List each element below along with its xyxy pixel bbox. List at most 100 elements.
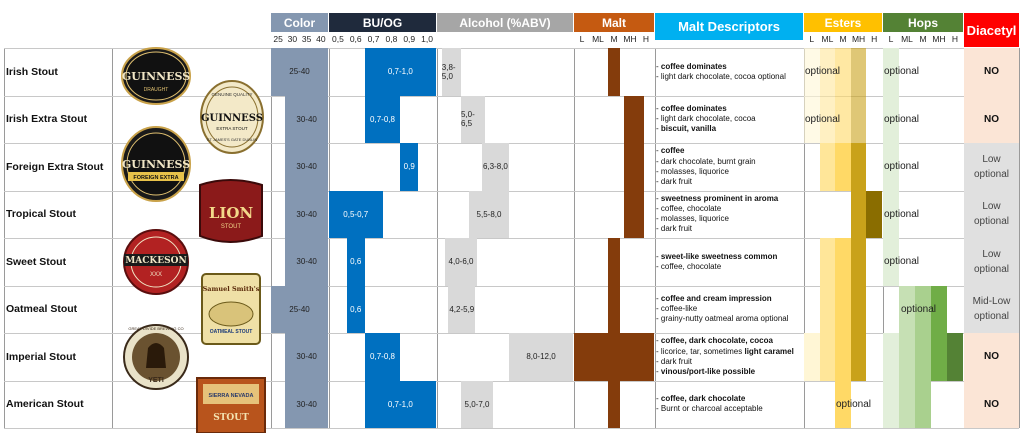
svg-text:GENUINE QUALITY: GENUINE QUALITY bbox=[211, 92, 252, 97]
grid-hline bbox=[4, 95, 1019, 97]
esters-bar bbox=[835, 380, 851, 428]
descriptor-line: - coffee, chocolate bbox=[656, 204, 722, 214]
descriptor-line: - dark fruit bbox=[656, 176, 693, 186]
color-label: 25-40 bbox=[289, 67, 310, 77]
malt-bar bbox=[608, 238, 620, 286]
malt-descriptors: - coffee and cream impression - coffee-li… bbox=[656, 286, 804, 334]
color-label: 25-40 bbox=[289, 304, 310, 314]
descriptor-line: - vinous/port-like possible bbox=[656, 366, 756, 376]
abv-label: 3,8-5,0 bbox=[441, 62, 456, 81]
diacetyl-value: Mid-Low optional bbox=[964, 285, 1019, 333]
grid-hline bbox=[4, 238, 1019, 239]
esters-label: optional bbox=[805, 113, 841, 125]
diacetyl-value: NO bbox=[964, 380, 1019, 428]
sub-esters-tick: L bbox=[809, 34, 815, 44]
esters-bar bbox=[819, 48, 836, 96]
hops-label: optional bbox=[884, 208, 920, 220]
diacetyl-value: NO bbox=[964, 48, 1019, 96]
sub-malt-tick: M bbox=[610, 34, 618, 44]
malt-bar bbox=[608, 380, 620, 428]
svg-text:GUINNESS: GUINNESS bbox=[122, 158, 190, 171]
descriptor-line: - grainy-nutty oatmeal aroma optional bbox=[656, 314, 789, 324]
svg-text:STOUT: STOUT bbox=[221, 224, 242, 230]
header-bu-og: BU/OG bbox=[329, 13, 436, 32]
style-name: American Stout bbox=[6, 398, 84, 411]
svg-text:MACKESON: MACKESON bbox=[125, 256, 186, 266]
abv-bar bbox=[461, 380, 493, 428]
sub-color-tick: 30 bbox=[287, 34, 298, 44]
malt-bar bbox=[624, 190, 644, 238]
abv-label: 5,0-7,0 bbox=[464, 399, 490, 409]
sub-bu-tick: 0,5 bbox=[332, 34, 344, 44]
descriptor-line: - light dark chocolate, cocoa bbox=[656, 114, 756, 124]
descriptor-line: - coffee and cream impression bbox=[656, 293, 772, 303]
sub-esters-tick: ML bbox=[821, 34, 834, 44]
diacetyl-value: NO bbox=[964, 333, 1019, 381]
style-name: Oatmeal Stout bbox=[6, 303, 78, 316]
malt-scale: L ML M MH H bbox=[574, 32, 654, 46]
esters-bar bbox=[850, 285, 867, 333]
sub-color-tick: 35 bbox=[301, 34, 312, 44]
bu-label: 0,9 bbox=[403, 162, 415, 172]
descriptor-line: - molasses, liquorice bbox=[656, 214, 729, 224]
esters-scale: L ML M MH H bbox=[804, 32, 882, 46]
descriptor-line: - sweet-like sweetness common bbox=[656, 251, 778, 261]
color-bar bbox=[285, 380, 328, 428]
sub-malt-tick: L bbox=[579, 34, 585, 44]
sub-hops-tick: ML bbox=[901, 34, 913, 44]
hops-bar bbox=[883, 95, 899, 143]
style-name: Irish Extra Stout bbox=[6, 113, 88, 126]
color-bar bbox=[271, 48, 328, 96]
malt-bar bbox=[608, 48, 620, 96]
esters-label: optional bbox=[836, 398, 872, 410]
color-bar bbox=[285, 143, 328, 191]
esters-bar bbox=[819, 238, 836, 286]
abv-bar bbox=[469, 190, 509, 238]
bu-bar bbox=[346, 238, 365, 286]
color-bar bbox=[285, 190, 328, 238]
esters-bar bbox=[866, 190, 882, 238]
descriptor-line: - licorice, tar, sometimes light caramel bbox=[656, 346, 794, 356]
svg-text:EXTRA STOUT: EXTRA STOUT bbox=[216, 126, 247, 131]
malt-descriptors: - coffee dominates - light dark chocolate… bbox=[656, 48, 804, 96]
hops-bar bbox=[947, 333, 963, 381]
svg-text:XXX: XXX bbox=[150, 272, 162, 278]
bu-label: 0,7-0,8 bbox=[370, 352, 395, 362]
malt-descriptors: - sweetness prominent in aroma - coffee, … bbox=[656, 191, 804, 239]
hops-bar bbox=[899, 333, 915, 381]
esters-bar bbox=[804, 48, 820, 96]
diacetyl-value: NO bbox=[964, 95, 1019, 143]
hops-bar bbox=[915, 285, 931, 333]
color-bar bbox=[285, 333, 328, 381]
header-malt: Malt bbox=[574, 13, 654, 32]
esters-bar bbox=[850, 333, 867, 381]
abv-bar bbox=[461, 95, 485, 143]
bu-bar bbox=[400, 143, 419, 191]
abv-label: 6,3-8,0 bbox=[482, 162, 508, 172]
malt-bar bbox=[574, 333, 654, 381]
descriptor-line: - coffee, dark chocolate bbox=[656, 394, 746, 404]
descriptor-line: - coffee-like bbox=[656, 304, 698, 314]
hops-scale: L ML M MH H bbox=[883, 32, 963, 46]
color-bar bbox=[285, 95, 328, 143]
sub-hops-tick: L bbox=[888, 34, 894, 44]
esters-bar bbox=[819, 333, 836, 381]
abv-label: 4,0-6,0 bbox=[448, 257, 474, 267]
hops-bar bbox=[899, 380, 915, 428]
esters-bar bbox=[850, 95, 867, 143]
header-malt-descriptors: Malt Descriptors bbox=[655, 13, 803, 40]
samuel-smith-oatmeal-logo: Samuel Smith's OATMEAL STOUT bbox=[201, 273, 261, 345]
bu-label: 0,7-1,0 bbox=[387, 67, 413, 77]
malt-bar bbox=[624, 95, 644, 143]
descriptor-line: - coffee dominates bbox=[656, 103, 727, 113]
svg-text:GUINNESS: GUINNESS bbox=[122, 70, 190, 83]
color-label: 30-40 bbox=[296, 114, 317, 124]
malt-descriptors: - coffee - dark chocolate, burnt grain - m… bbox=[656, 143, 804, 191]
svg-text:OATMEAL STOUT: OATMEAL STOUT bbox=[210, 329, 253, 335]
color-label: 30-40 bbox=[296, 162, 317, 172]
svg-text:GREAT DIVIDE BREWING CO: GREAT DIVIDE BREWING CO bbox=[128, 326, 183, 331]
abv-label: 4,2-5,9 bbox=[449, 304, 475, 314]
bu-bar bbox=[364, 380, 436, 428]
svg-text:YETI: YETI bbox=[148, 377, 164, 384]
